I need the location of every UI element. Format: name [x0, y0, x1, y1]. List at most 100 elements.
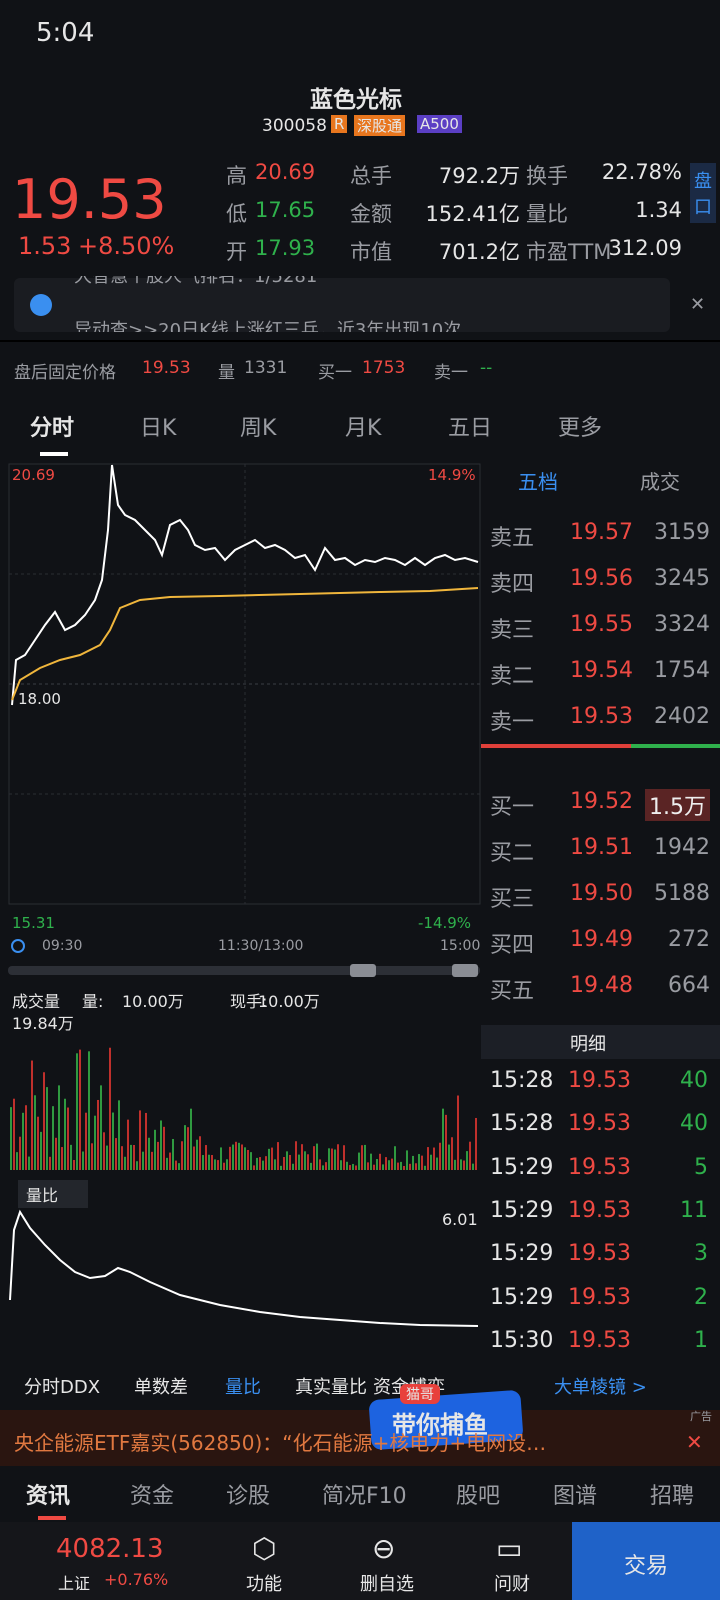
volume-bar	[430, 1154, 432, 1170]
scroll-handle[interactable]	[452, 964, 478, 977]
volume-bar	[427, 1147, 429, 1170]
volume-bar	[469, 1141, 471, 1170]
nav-tab[interactable]: 股吧	[456, 1484, 501, 1509]
bottom-button[interactable]: 问财	[494, 1574, 530, 1595]
tab[interactable]: 周K	[240, 416, 277, 441]
axis-label: 15.31	[12, 914, 55, 932]
scrollbar[interactable]	[8, 966, 480, 975]
stat-value: 17.65	[255, 198, 316, 222]
volume-bar	[136, 1161, 138, 1170]
volume-bar	[28, 1156, 30, 1170]
book-label: 买三	[490, 887, 535, 912]
index-value: 4082.13	[56, 1534, 164, 1564]
volume-bar	[394, 1146, 396, 1170]
ratio-line	[9, 1209, 479, 1327]
afterhours-vol_label: 量	[218, 363, 235, 383]
nav-tab[interactable]: 图谱	[553, 1484, 598, 1509]
volume-bar	[37, 1116, 39, 1170]
stat-value: 701.2亿	[438, 240, 520, 264]
book-price: 19.56	[570, 566, 633, 591]
volume-bar	[67, 1107, 69, 1170]
indicator-tab[interactable]: 分时DDX	[24, 1377, 101, 1398]
volume-bar	[379, 1153, 381, 1170]
tab[interactable]: 更多	[558, 416, 603, 441]
volume-bar	[49, 1156, 51, 1170]
tab[interactable]: 日K	[140, 416, 177, 441]
volume-max: 19.84万	[12, 1014, 74, 1033]
volume-bar	[229, 1146, 231, 1170]
nav-tab[interactable]: 资讯	[26, 1484, 71, 1509]
news-icon	[30, 294, 52, 316]
scroll-handle[interactable]	[350, 964, 376, 977]
book-price: 19.53	[570, 704, 633, 729]
nav-tab[interactable]: 诊股	[226, 1484, 271, 1509]
book-tab[interactable]: 五档	[518, 470, 558, 494]
book-tab[interactable]: 成交	[640, 470, 680, 494]
volume-bar	[406, 1150, 408, 1170]
tab[interactable]: 五日	[448, 416, 493, 441]
volume-bar	[352, 1163, 354, 1170]
indicator-tab[interactable]: 大单棱镜 >	[554, 1377, 647, 1398]
ratio-title[interactable]: 量比	[18, 1180, 89, 1208]
ad-label: 广告	[690, 1410, 712, 1423]
close-news[interactable]: ✕	[690, 294, 706, 315]
detail-price: 19.53	[568, 1327, 631, 1353]
nav-tab[interactable]: 资金	[130, 1484, 175, 1509]
volume-bar	[475, 1117, 477, 1170]
book-split-red	[481, 744, 631, 748]
trade-button[interactable]: 交易	[624, 1554, 669, 1579]
volume-bar	[331, 1148, 333, 1170]
volume-bar	[361, 1145, 363, 1170]
volume-bar	[175, 1160, 177, 1170]
volume-bar	[346, 1161, 348, 1170]
axis-label: 20.69	[12, 466, 55, 484]
indicator-tab[interactable]: 量比	[225, 1377, 261, 1398]
bottom-button[interactable]: 功能	[246, 1574, 282, 1595]
volume-bar	[154, 1129, 156, 1170]
side-tab[interactable]: 盘口	[690, 163, 716, 223]
volume-bar	[169, 1152, 171, 1170]
trade-button-bg[interactable]	[572, 1522, 720, 1600]
volume-bar	[223, 1162, 225, 1170]
volume-bar	[184, 1125, 186, 1170]
volume-bar	[55, 1137, 57, 1170]
detail-time: 15:29	[490, 1154, 554, 1180]
volume-bar	[82, 1151, 84, 1170]
volume-bar	[22, 1112, 24, 1170]
playback-icon[interactable]	[11, 939, 25, 953]
afterhours-bid_label: 买一	[318, 363, 352, 383]
volume-bar	[109, 1047, 111, 1170]
volume-bar	[328, 1148, 330, 1170]
volume-bar	[403, 1165, 405, 1170]
stat-label: 高	[226, 164, 247, 188]
nav-tab[interactable]: 简况F10	[322, 1484, 407, 1509]
book-volume: 1.5万	[645, 789, 710, 821]
volume-bar	[262, 1160, 264, 1170]
price: 19.53	[12, 168, 167, 231]
volume-bar	[226, 1159, 228, 1170]
volume-bar	[157, 1141, 159, 1170]
book-label: 卖三	[490, 618, 535, 643]
stat-label: 量比	[526, 202, 568, 226]
news-box[interactable]	[14, 278, 670, 332]
close-banner[interactable]: ✕	[686, 1430, 703, 1454]
book-price: 19.48	[570, 973, 633, 998]
avg-line	[11, 587, 479, 701]
volume-bar	[34, 1095, 36, 1170]
nav-tab[interactable]: 招聘	[650, 1484, 695, 1509]
volume-bar	[64, 1098, 66, 1170]
volume-bar	[133, 1144, 135, 1170]
indicator-tab[interactable]: 真实量比	[295, 1377, 367, 1398]
stat-value: 22.78%	[601, 160, 682, 184]
detail-time: 15:29	[490, 1284, 554, 1310]
bottom-button[interactable]: 删自选	[360, 1574, 414, 1595]
detail-header-bg	[481, 1025, 720, 1059]
volume-label: 现手:	[230, 992, 268, 1011]
volume-value: 10.00万	[258, 992, 320, 1011]
volume-bar	[163, 1126, 165, 1170]
tab[interactable]: 分时	[30, 416, 75, 441]
indicator-tab[interactable]: 单数差	[134, 1377, 188, 1398]
tab[interactable]: 月K	[345, 416, 382, 441]
status-time: 5:04	[36, 18, 95, 48]
